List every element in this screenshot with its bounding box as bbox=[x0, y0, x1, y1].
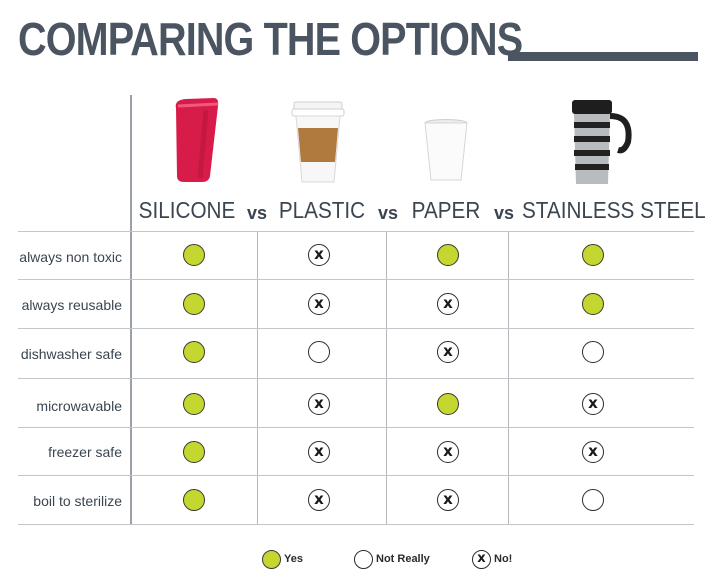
title-underline-bar bbox=[508, 52, 698, 61]
x-circle-icon bbox=[308, 293, 330, 315]
silicone-cup-icon bbox=[175, 98, 219, 182]
row-divider bbox=[18, 328, 694, 329]
empty-circle-icon bbox=[582, 489, 604, 511]
row-divider bbox=[18, 427, 694, 428]
row-label-non-toxic: always non toxic bbox=[19, 249, 122, 265]
x-circle-icon bbox=[437, 489, 459, 511]
yes-circle-icon bbox=[582, 293, 604, 315]
x-circle-icon bbox=[437, 441, 459, 463]
yes-circle-icon bbox=[437, 393, 459, 415]
row-divider bbox=[18, 524, 694, 525]
x-circle-icon bbox=[308, 393, 330, 415]
x-circle-icon bbox=[437, 341, 459, 363]
row-divider bbox=[18, 378, 694, 379]
x-circle-icon bbox=[308, 244, 330, 266]
x-circle-icon bbox=[582, 393, 604, 415]
row-label-freezer-safe: freezer safe bbox=[48, 444, 122, 460]
legend-label: No! bbox=[494, 553, 513, 565]
yes-circle-icon bbox=[437, 244, 459, 266]
yes-circle-icon bbox=[183, 441, 205, 463]
x-circle-icon bbox=[582, 441, 604, 463]
column-header-paper: PAPER bbox=[411, 197, 481, 223]
legend-label: Yes bbox=[284, 553, 303, 565]
row-divider bbox=[18, 475, 694, 476]
row-label-microwavable: microwavable bbox=[36, 398, 122, 414]
column-header-plastic: PLASTIC bbox=[278, 197, 366, 223]
yes-circle-icon bbox=[262, 550, 281, 569]
x-circle-icon bbox=[472, 550, 491, 569]
row-divider bbox=[18, 279, 694, 280]
row-label-dishwasher-safe: dishwasher safe bbox=[20, 346, 122, 362]
yes-circle-icon bbox=[183, 244, 205, 266]
paper-cup-icon bbox=[424, 119, 468, 181]
row-label-boil-to-sterilize: boil to sterilize bbox=[33, 493, 122, 509]
steel-travel-mug-icon bbox=[572, 100, 632, 184]
yes-circle-icon bbox=[183, 489, 205, 511]
empty-circle-icon bbox=[308, 341, 330, 363]
yes-circle-icon bbox=[183, 293, 205, 315]
vs-label: vs bbox=[247, 203, 268, 223]
vs-label: vs bbox=[378, 203, 399, 223]
yes-circle-icon bbox=[183, 393, 205, 415]
row-label-reusable: always reusable bbox=[21, 297, 122, 313]
plastic-lid-coffee-cup-icon bbox=[291, 101, 345, 183]
x-circle-icon bbox=[308, 489, 330, 511]
yes-circle-icon bbox=[582, 244, 604, 266]
vs-label: vs bbox=[494, 203, 515, 223]
column-header-stainless-steel: STAINLESS STEEL bbox=[522, 197, 706, 223]
empty-circle-icon bbox=[582, 341, 604, 363]
column-header-silicone: SILICONE bbox=[138, 197, 236, 223]
row-divider bbox=[18, 231, 694, 232]
x-circle-icon bbox=[437, 293, 459, 315]
x-circle-icon bbox=[308, 441, 330, 463]
yes-circle-icon bbox=[183, 341, 205, 363]
label-column-divider bbox=[130, 95, 132, 525]
legend-label: Not Really bbox=[376, 553, 430, 565]
empty-circle-icon bbox=[354, 550, 373, 569]
page-title: COMPARING THE OPTIONS bbox=[18, 13, 523, 65]
